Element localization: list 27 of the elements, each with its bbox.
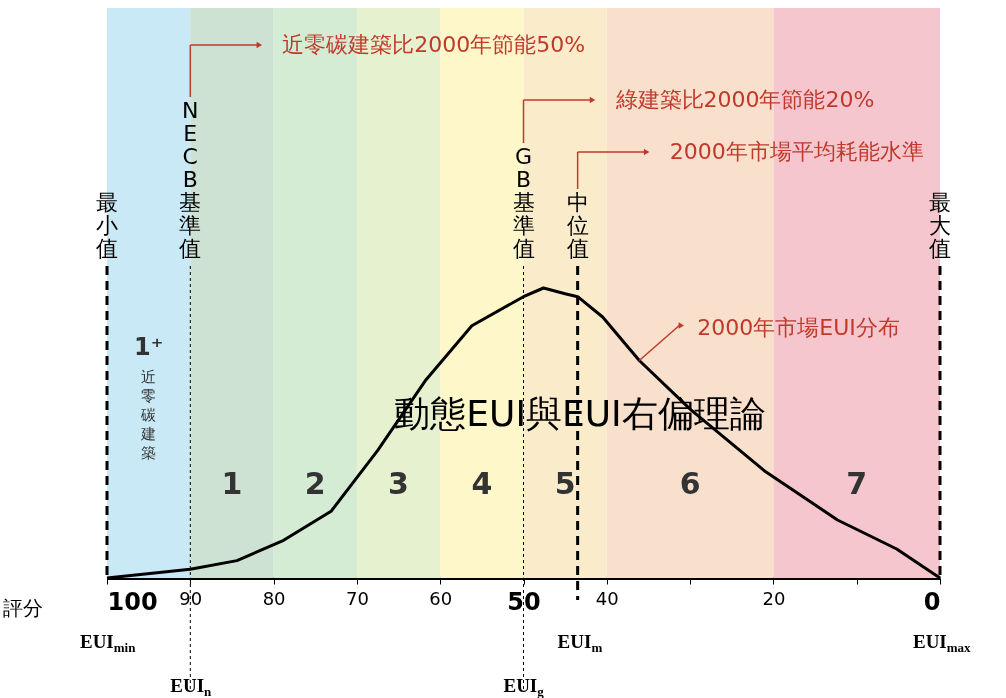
x-tick-label: 0 [923,587,941,616]
band-label: 2 [304,466,326,501]
x-tick-label: 90 [179,587,203,609]
x-tick-label: 40 [595,587,619,609]
band-label: 7 [846,466,868,501]
band-label: 3 [388,466,409,501]
x-tick-label: 100 [107,587,158,616]
band-label: 4 [471,466,493,501]
text: 綠建築比2000年節能20% [614,87,875,112]
ref-line-label: NECB基準值 [179,98,202,261]
ref-line-label: GB基準值 [512,144,535,261]
band-label: 6 [679,466,701,501]
x-axis-title: 評分 [2,595,43,620]
ref-line-label: 最大值 [929,190,951,261]
text: 近零碳建築比2000年節能50% [282,32,586,57]
text: 2000年市場平均耗能水準 [669,139,924,164]
ref-line-label: 最小值 [96,190,118,261]
band-label: 5 [554,466,576,501]
band-label: 1 [221,466,243,501]
band-label: 1⁺ 近零碳建築 [133,333,164,462]
annotation: 2000年市場EUI分布 [697,314,900,340]
x-tick-label: 70 [345,587,369,609]
x-tick-label: 20 [762,587,786,609]
x-tick-label: 80 [262,587,286,609]
x-tick-label: 50 [507,587,541,616]
x-tick-label: 60 [429,587,453,609]
ref-line-label: 中位值 [566,190,589,261]
